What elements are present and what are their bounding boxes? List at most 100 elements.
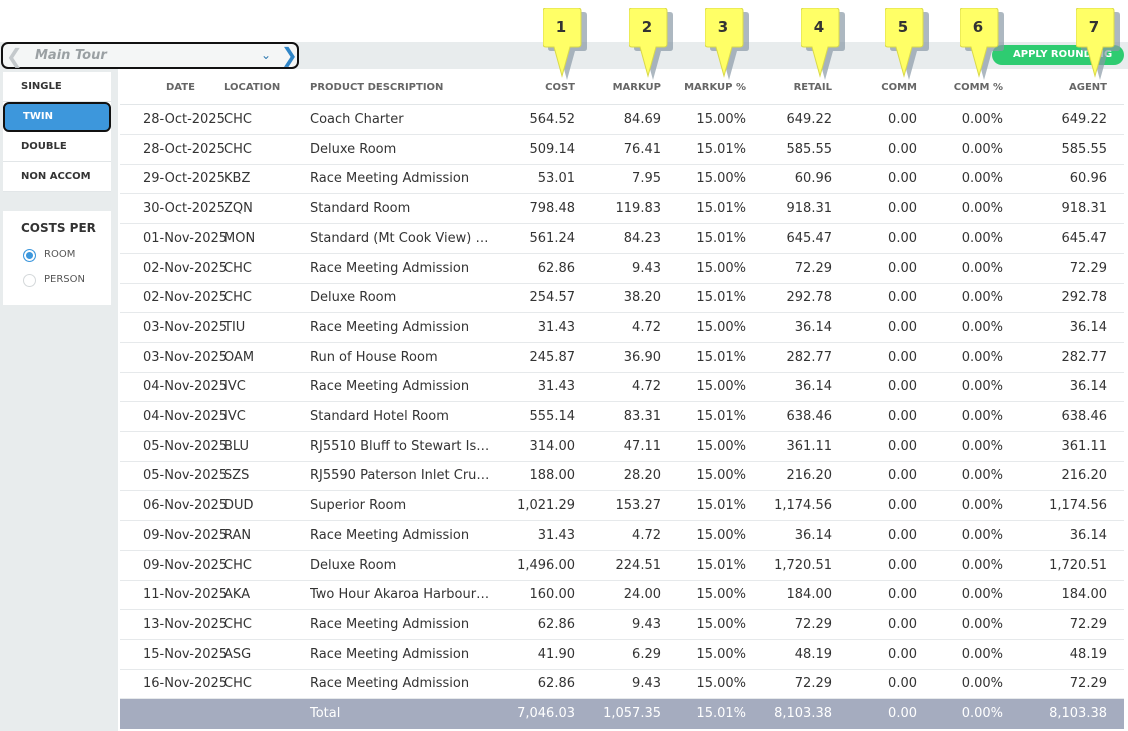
table-row[interactable]: 05-Nov-2025 BLU RJ5510 Bluff to Stewart Is… [120, 432, 1124, 462]
table-row[interactable]: 05-Nov-2025 SZS RJ5590 Paterson Inlet Crui… [120, 461, 1124, 492]
cell-cost: 564.52 [529, 112, 576, 127]
cell-retail: 36.14 [794, 319, 832, 335]
header-cost[interactable]: COST [545, 82, 575, 93]
cell-markup-pct: 15.00% [696, 616, 746, 632]
cell-markup-pct: 15.01% [696, 557, 746, 573]
cell-comm: 0.00 [888, 290, 917, 306]
table-row[interactable]: 30-Oct-2025 ZQN Standard Room 798.48 119.83 1… [120, 194, 1124, 225]
cell-cost: 1,496.00 [517, 557, 575, 573]
cell-description: Standard Hotel Room [310, 409, 449, 424]
cell-cost: 62.86 [537, 616, 575, 632]
cell-markup-pct: 15.01% [696, 141, 746, 157]
cell-comm-pct: 0.00% [961, 587, 1003, 603]
cell-comm: 0.00 [888, 260, 917, 276]
header-agent[interactable]: AGENT [1069, 82, 1107, 93]
cell-retail: 60.96 [794, 171, 832, 187]
cell-description: RJ5510 Bluff to Stewart Islan... [310, 438, 492, 454]
header-description[interactable]: PRODUCT DESCRIPTION [310, 82, 444, 93]
cell-comm: 0.00 [888, 349, 917, 365]
tour-selector[interactable]: ❮ Main Tour ⌄ ❯ [1, 42, 299, 69]
cell-location: DUD [224, 498, 254, 514]
table-row[interactable]: 02-Nov-2025 CHC Deluxe Room 254.57 38.20 15.0… [120, 283, 1124, 314]
cell-location: MON [224, 230, 256, 246]
costs-per-room-label: ROOM [44, 249, 76, 260]
cell-description: Race Meeting Admission [310, 260, 470, 276]
table-row[interactable]: 28-Oct-2025 CHC Coach Charter 564.52 84.69 15… [120, 105, 1124, 135]
total-agent: 8,103.38 [1049, 706, 1107, 721]
marker-callout-icon [1076, 8, 1120, 80]
cell-location: CHC [224, 141, 252, 157]
table-header: DATE LOCATION PRODUCT DESCRIPTION COST M… [120, 72, 1124, 105]
header-markup-pct[interactable]: MARKUP % [684, 82, 746, 93]
total-comm-pct: 0.00% [961, 706, 1003, 721]
radio-selected-icon[interactable] [23, 249, 36, 262]
cell-markup: 153.27 [615, 498, 662, 514]
table-row[interactable]: 04-Nov-2025 IVC Standard Hotel Room 555.14 8… [120, 402, 1124, 432]
column-marker-1: 1 [543, 8, 587, 80]
cell-location: KBZ [224, 171, 251, 187]
cell-markup-pct: 15.00% [696, 527, 746, 543]
cell-comm: 0.00 [888, 141, 917, 157]
table-row[interactable]: 09-Nov-2025 RAN Race Meeting Admission 31.4… [120, 521, 1124, 551]
table-row[interactable]: 16-Nov-2025 CHC Race Meeting Admission 62.8… [120, 669, 1124, 700]
cell-location: CHC [224, 112, 252, 127]
table-row[interactable]: 06-Nov-2025 DUD Superior Room 1,021.29 153.2… [120, 491, 1124, 522]
header-retail[interactable]: RETAIL [793, 82, 832, 93]
cell-comm: 0.00 [888, 468, 917, 484]
cell-date: 15-Nov-2025 [143, 646, 228, 662]
chevron-left-icon[interactable]: ❮ [6, 44, 23, 68]
cell-comm-pct: 0.00% [961, 349, 1003, 365]
cell-markup: 7.95 [632, 171, 661, 187]
cell-date: 03-Nov-2025 [143, 349, 228, 365]
cell-description: Race Meeting Admission [310, 616, 470, 632]
marker-number: 4 [813, 18, 825, 36]
cell-cost: 41.90 [537, 646, 575, 662]
table-row[interactable]: 03-Nov-2025 TIU Race Meeting Admission 31.4… [120, 313, 1124, 343]
table-row[interactable]: 29-Oct-2025 KBZ Race Meeting Admission 53.0… [120, 164, 1124, 195]
table-row[interactable]: 28-Oct-2025 CHC Deluxe Room 509.14 76.41 15.0… [120, 135, 1124, 165]
room-type-non-accom[interactable]: NON ACCOM [3, 162, 111, 192]
cell-markup-pct: 15.00% [696, 587, 746, 603]
cell-agent: 361.11 [1061, 438, 1108, 454]
header-comm-pct[interactable]: COMM % [953, 82, 1003, 93]
radio-unselected-icon[interactable] [23, 274, 36, 287]
column-marker-4: 4 [801, 8, 845, 80]
cell-comm: 0.00 [888, 616, 917, 632]
cell-location: CHC [224, 557, 252, 573]
cell-retail: 645.47 [786, 230, 833, 246]
table-row[interactable]: 04-Nov-2025 IVC Race Meeting Admission 31.4… [120, 372, 1124, 403]
header-date[interactable]: DATE [166, 82, 195, 93]
cell-location: TIU [224, 319, 246, 335]
marker-number: 5 [897, 18, 909, 36]
room-type-double[interactable]: DOUBLE [3, 132, 111, 162]
header-markup[interactable]: MARKUP [612, 82, 661, 93]
room-type-twin[interactable]: TWIN [3, 102, 111, 132]
header-location[interactable]: LOCATION [224, 82, 281, 93]
cell-comm: 0.00 [888, 201, 917, 217]
table-row[interactable]: 02-Nov-2025 CHC Race Meeting Admission 62.8… [120, 254, 1124, 284]
chevron-down-icon[interactable]: ⌄ [261, 48, 272, 62]
cell-agent: 48.19 [1069, 646, 1107, 662]
cell-cost: 160.00 [529, 587, 576, 603]
cell-date: 29-Oct-2025 [143, 171, 225, 187]
room-type-single[interactable]: SINGLE [3, 72, 111, 102]
cell-location: CHC [224, 260, 252, 276]
marker-callout-icon [801, 8, 845, 80]
cell-comm-pct: 0.00% [961, 676, 1003, 692]
cell-date: 06-Nov-2025 [143, 498, 228, 514]
table-row[interactable]: 13-Nov-2025 CHC Race Meeting Admission 62.8… [120, 610, 1124, 640]
chevron-right-icon[interactable]: ❯ [281, 43, 298, 67]
cell-markup-pct: 15.00% [696, 676, 746, 692]
cell-description: Standard (Mt Cook View) Ro... [310, 230, 492, 246]
header-comm[interactable]: COMM [881, 82, 917, 93]
cell-comm: 0.00 [888, 646, 917, 662]
table-row[interactable]: 01-Nov-2025 MON Standard (Mt Cook View) Ro… [120, 224, 1124, 254]
table-row[interactable]: 15-Nov-2025 ASG Race Meeting Admission 41.9… [120, 640, 1124, 670]
cell-description: Race Meeting Admission [310, 171, 470, 187]
cell-agent: 585.55 [1061, 141, 1108, 157]
table-row[interactable]: 03-Nov-2025 OAM Run of House Room 245.87 36.… [120, 343, 1124, 373]
table-row[interactable]: 11-Nov-2025 AKA Two Hour Akaroa Harbour N.… [120, 580, 1124, 611]
cell-agent: 36.14 [1069, 319, 1107, 335]
table-row[interactable]: 09-Nov-2025 CHC Deluxe Room 1,496.00 224.51 1… [120, 551, 1124, 581]
cell-description: Superior Room [310, 498, 407, 514]
